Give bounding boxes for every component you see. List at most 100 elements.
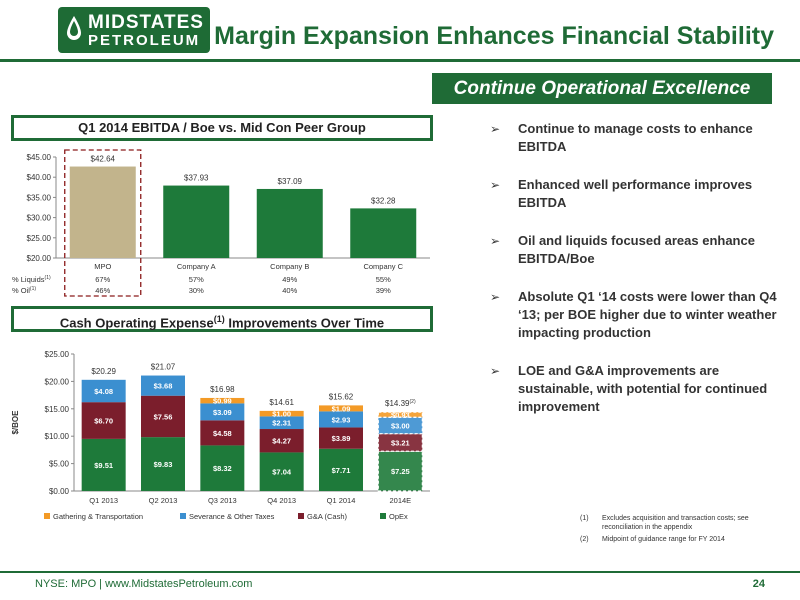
segment-label: $7.71 (332, 466, 351, 475)
arrow-bullet-icon: ➢ (490, 290, 501, 304)
legend-swatch (44, 513, 50, 519)
legend-swatch (380, 513, 386, 519)
stacked-segment (259, 416, 304, 430)
table-cell: 57% (189, 275, 204, 284)
y-tick-label: $5.00 (49, 460, 70, 469)
bullet-text: Enhanced well performance improves EBITD… (518, 177, 753, 210)
y-tick-label: $25.00 (45, 350, 70, 359)
data-label: $37.09 (278, 177, 303, 186)
segment-label: $7.04 (272, 468, 292, 477)
bullet-item: ➢ Oil and liquids focused areas enhance E… (488, 232, 778, 268)
stacked-segment (141, 437, 185, 491)
key-points-list: ➢ Continue to manage costs to enhance EBI… (488, 120, 778, 436)
table-row-name: % Liquids (12, 275, 45, 284)
stacked-segment (81, 402, 126, 439)
segment-label: $3.09 (213, 408, 232, 417)
bullet-text: LOE and G&A improvements are sustainable… (518, 363, 768, 414)
bullet-item: ➢ Enhanced well performance improves EBIT… (488, 176, 778, 212)
table-cell: 30% (189, 286, 204, 295)
y-tick-label: $30.00 (27, 214, 52, 223)
bullet-item: ➢ Continue to manage costs to enhance EBI… (488, 120, 778, 156)
segment-label: $3.21 (391, 438, 410, 447)
table-row-label: % Oil(1) (12, 286, 36, 295)
segment-label: $8.32 (213, 464, 232, 473)
bullet-text: Absolute Q1 ‘14 costs were lower than Q4… (518, 289, 777, 340)
category-label: Q3 2013 (208, 496, 237, 505)
legend-swatch (298, 513, 304, 519)
segment-label: $6.70 (94, 417, 113, 426)
bar (163, 185, 230, 258)
y-tick-label: $0.00 (49, 487, 70, 496)
ebitda-chart-title: Q1 2014 EBITDA / Boe vs. Mid Con Peer Gr… (11, 115, 433, 141)
page-number: 24 (752, 578, 765, 590)
stacked-segment (200, 403, 245, 421)
y-tick-label: $15.00 (45, 405, 70, 414)
footer-divider (0, 571, 800, 573)
table-row-name: % Oil (12, 286, 30, 295)
stacked-segment (141, 375, 185, 396)
segment-label: $1.00 (272, 410, 291, 419)
stacked-segment (259, 410, 304, 417)
bullet-text: Continue to manage costs to enhance EBIT… (518, 121, 753, 154)
footnote-number: (2) (580, 536, 589, 543)
segment-label: $2.31 (272, 419, 291, 428)
logo-line-2: PETROLEUM (88, 32, 201, 49)
data-label: $32.28 (371, 196, 396, 205)
oil-drop-icon (67, 16, 81, 40)
total-label: $15.62 (329, 392, 354, 401)
segment-label: $2.93 (332, 415, 351, 424)
segment-label: $4.58 (213, 429, 232, 438)
total-value: $14.61 (269, 398, 294, 407)
opex-chart-title: Cash Operating Expense(1) Improvements O… (11, 306, 433, 332)
category-label: Q4 2013 (267, 496, 296, 505)
bullet-item: ➢ Absolute Q1 ‘14 costs were lower than Q… (488, 288, 778, 342)
segment-label: $9.51 (94, 461, 113, 470)
category-label: Q1 2014 (327, 496, 356, 505)
bar (69, 166, 136, 258)
legend-label: Severance & Other Taxes (189, 512, 275, 521)
footnote: (2) Midpoint of guidance range for FY 201… (580, 535, 780, 544)
footnote: (1) Excludes acquisition and transaction … (580, 514, 780, 532)
stacked-segment (377, 450, 423, 492)
stacked-segment (141, 395, 185, 438)
title-divider (0, 59, 800, 62)
category-label: 2014E (389, 496, 411, 505)
table-cell: 55% (376, 275, 391, 284)
arrow-bullet-icon: ➢ (490, 234, 501, 248)
logo-line-1: MIDSTATES (88, 12, 204, 33)
company-logo: MIDSTATES PETROLEUM (58, 7, 210, 53)
section-banner: Continue Operational Excellence (432, 73, 772, 104)
category-label: Q1 2013 (89, 496, 118, 505)
legend-label: Gathering & Transportation (53, 512, 143, 521)
total-value: $15.62 (329, 392, 354, 401)
arrow-bullet-icon: ➢ (490, 364, 501, 378)
opex-chart-title-tail: Improvements Over Time (224, 315, 385, 331)
category-label: MPO (94, 262, 111, 271)
table-cell: 49% (282, 275, 297, 284)
table-cell: 39% (376, 286, 391, 295)
table-cell: 67% (95, 275, 110, 284)
data-label: $42.64 (91, 155, 116, 164)
arrow-bullet-icon: ➢ (490, 178, 501, 192)
total-sup: (2) (410, 399, 416, 405)
stacked-segment (200, 420, 245, 446)
segment-label: $1.09 (332, 404, 351, 413)
total-value: $20.29 (91, 367, 116, 376)
footer-website: NYSE: MPO | www.MidstatesPetroleum.com (35, 578, 253, 590)
total-label: $21.07 (151, 363, 176, 372)
stacked-segment (319, 405, 363, 412)
stacked-segment (377, 411, 423, 418)
total-value: $16.98 (210, 385, 235, 394)
arrow-bullet-icon: ➢ (490, 122, 501, 136)
data-label: $37.93 (184, 174, 209, 183)
y-tick-label: $35.00 (27, 193, 52, 202)
legend-swatch (180, 513, 186, 519)
segment-label: $4.27 (272, 437, 291, 446)
stacked-segment (200, 397, 245, 404)
table-row-label: % Liquids(1) (12, 275, 51, 284)
bar (350, 208, 417, 258)
bullet-item: ➢ LOE and G&A improvements are sustainabl… (488, 362, 778, 416)
stacked-segment (81, 379, 126, 403)
bullet-text: Oil and liquids focused areas enhance EB… (518, 233, 755, 266)
total-value: $21.07 (151, 363, 176, 372)
